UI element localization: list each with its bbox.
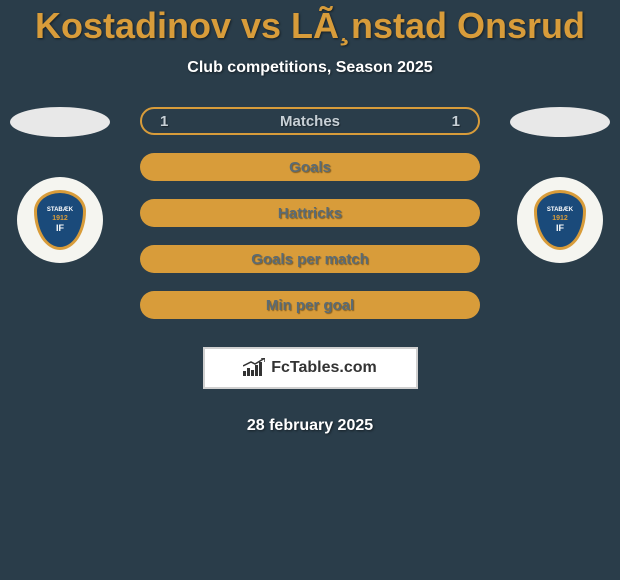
badge-club-name: STABÆK [547,207,573,213]
badge-inner: STABÆK 1912 IF [525,185,595,255]
date-text: 28 february 2025 [247,417,373,435]
badge-shield-icon: STABÆK 1912 IF [34,190,86,250]
fctables-logo[interactable]: FcTables.com [203,347,418,389]
stat-row-goals-per-match: Goals per match [140,245,480,273]
badge-club-name: STABÆK [47,207,73,213]
stat-left-value: 1 [160,113,168,130]
content-row: STABÆK 1912 IF 1 Matches 1 Goals Hat [0,107,620,435]
player-avatar-left [10,107,110,137]
bar-chart-icon [243,360,265,376]
page-subtitle: Club competitions, Season 2025 [187,59,432,77]
stat-row-hattricks: Hattricks [140,199,480,227]
badge-year: 1912 [552,215,568,222]
stat-row-goals: Goals [140,153,480,181]
stat-right-value: 1 [452,113,460,130]
stat-label: Goals per match [251,251,369,268]
stat-label: Goals [289,159,331,176]
badge-inner: STABÆK 1912 IF [25,185,95,255]
stat-row-matches: 1 Matches 1 [140,107,480,135]
badge-suffix: IF [556,224,564,233]
stat-row-min-per-goal: Min per goal [140,291,480,319]
player-avatar-right [510,107,610,137]
badge-shield-icon: STABÆK 1912 IF [534,190,586,250]
comparison-card: Kostadinov vs LÃ¸nstad Onsrud Club compe… [0,0,620,435]
stat-label: Matches [280,113,340,130]
logo-text: FcTables.com [271,359,377,377]
club-badge-right: STABÆK 1912 IF [517,177,603,263]
left-player-col: STABÆK 1912 IF [10,107,110,263]
club-badge-left: STABÆK 1912 IF [17,177,103,263]
badge-year: 1912 [52,215,68,222]
stats-column: 1 Matches 1 Goals Hattricks Goals per ma… [110,107,510,435]
badge-suffix: IF [56,224,64,233]
stat-label: Hattricks [278,205,342,222]
page-title: Kostadinov vs LÃ¸nstad Onsrud [35,5,585,47]
right-player-col: STABÆK 1912 IF [510,107,610,263]
stat-label: Min per goal [266,297,354,314]
